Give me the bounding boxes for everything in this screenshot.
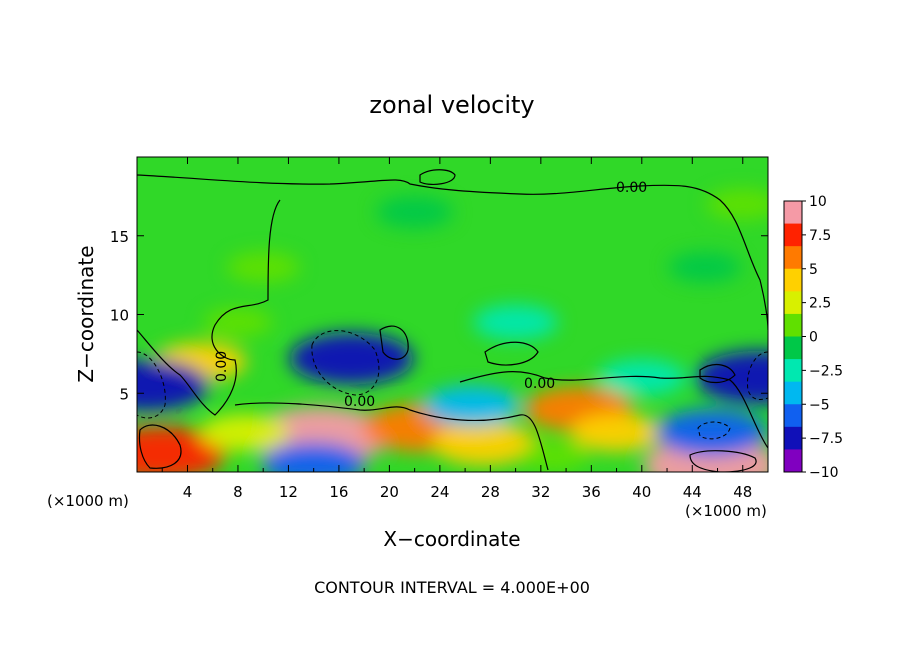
- velocity-cell: [137, 359, 210, 412]
- colorbar-tick-label: 10: [809, 194, 827, 210]
- neg-contour-blue-right: [746, 351, 768, 401]
- zero-contour-lower-edge: [234, 402, 549, 471]
- contour-blob-lower-left: [138, 424, 182, 469]
- colorbar-segment: [784, 223, 802, 247]
- x-tick-label: 16: [329, 483, 348, 501]
- x-tick-label: 24: [430, 483, 449, 501]
- colorbar-segment: [784, 381, 802, 405]
- velocity-cell: [431, 421, 537, 466]
- contour-label: 0.00: [344, 394, 375, 410]
- x-axis: 4 8 12 16 20 24 28 32 36 40 44 48: [161, 157, 752, 501]
- x-tick-label: 28: [481, 483, 500, 501]
- contour-label: 0.00: [214, 351, 230, 382]
- x-unit-left: (×1000 m): [47, 492, 129, 510]
- x-tick-label: 4: [183, 483, 193, 501]
- neg-contour-blue-center: [311, 330, 380, 396]
- colorbar-segment: [784, 313, 802, 337]
- x-tick-label: 40: [632, 483, 651, 501]
- contour-label: 0.00: [616, 180, 647, 196]
- y-tick-label: 10: [110, 307, 129, 325]
- y-axis: 5 10 15: [110, 228, 768, 403]
- contour-lines: [137, 169, 768, 472]
- x-unit-right: (×1000 m): [685, 502, 767, 520]
- contour-blob-lower-right: [689, 450, 757, 472]
- velocity-cell: [376, 196, 453, 229]
- colorbar-tick-label: −7.5: [809, 431, 843, 447]
- velocity-cells: [137, 189, 768, 472]
- colorbar-tick-label: −2.5: [809, 363, 843, 379]
- x-tick-label: 44: [683, 483, 702, 501]
- velocity-cell: [423, 385, 520, 426]
- x-tick-label: 36: [582, 483, 601, 501]
- heatmap-field: [137, 157, 768, 472]
- velocity-cell: [655, 409, 768, 457]
- zero-contour-right-region: [459, 371, 768, 449]
- colorbar-segment: [784, 426, 802, 450]
- colorbar-tick-label: −5: [809, 397, 830, 413]
- velocity-cell: [706, 189, 768, 220]
- negative-contours: [137, 330, 768, 440]
- colorbar-tick-label: 2.5: [809, 296, 831, 312]
- x-tick-label: 32: [531, 483, 550, 501]
- colorbar-segment: [784, 359, 802, 383]
- colorbar-tick-label: 0: [809, 330, 818, 346]
- neg-contour-blue-lower-right: [697, 421, 731, 440]
- velocity-cell: [668, 252, 742, 283]
- colorbar-tick-label: −10: [809, 465, 839, 481]
- colorbar-tick-label: 5: [809, 262, 818, 278]
- velocity-cell: [226, 252, 300, 283]
- velocity-cell: [199, 414, 289, 452]
- colorbar: 10 7.5 5 2.5 0 −2.5 −5 −7.5 −10: [783, 194, 843, 481]
- colorbar-segment: [784, 268, 802, 292]
- chart-title: zonal velocity: [369, 91, 534, 119]
- x-axis-label: X−coordinate: [383, 527, 520, 551]
- contour-blob-right: [699, 363, 736, 384]
- velocity-cell: [289, 332, 414, 385]
- x-tick-label: 20: [380, 483, 399, 501]
- velocity-cell: [597, 359, 687, 396]
- y-axis-label: Z−coordinate: [74, 245, 98, 382]
- contour-blob-center: [379, 325, 409, 360]
- colorbar-tick-label: 7.5: [809, 228, 831, 244]
- colorbar-segment: [784, 336, 802, 360]
- neg-contour-blue-left: [137, 351, 166, 419]
- colorbar-segment: [784, 404, 802, 428]
- x-tick-label: 8: [233, 483, 243, 501]
- colorbar-segment: [784, 246, 802, 270]
- contour-blob-top: [419, 169, 456, 185]
- y-tick-label: 15: [110, 228, 129, 246]
- x-tick-label: 12: [279, 483, 298, 501]
- velocity-cell: [570, 413, 663, 452]
- colorbar-segment: [784, 201, 802, 225]
- velocity-cell: [261, 442, 366, 472]
- colorbar-segment: [784, 449, 802, 473]
- y-tick-label: 5: [119, 385, 129, 403]
- velocity-cell: [519, 441, 588, 471]
- zero-contour-left: [137, 199, 281, 416]
- colorbar-segment: [784, 291, 802, 315]
- velocity-cell: [473, 304, 558, 340]
- x-tick-label: 48: [733, 483, 752, 501]
- contour-label: 0.00: [524, 376, 555, 392]
- zero-contour-upper: [137, 174, 768, 331]
- contour-blob-mid: [484, 341, 539, 366]
- velocity-cell: [203, 308, 273, 337]
- contour-interval-note: CONTOUR INTERVAL = 4.000E+00: [314, 578, 590, 597]
